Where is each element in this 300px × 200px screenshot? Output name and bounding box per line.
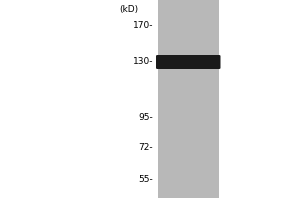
Text: 72-: 72- — [138, 144, 153, 152]
Text: (kD): (kD) — [119, 5, 138, 14]
Text: 55-: 55- — [138, 176, 153, 184]
Bar — [158, 0, 219, 198]
Text: 95-: 95- — [138, 112, 153, 121]
Text: 170-: 170- — [133, 21, 153, 29]
Text: 130-: 130- — [133, 58, 153, 66]
FancyBboxPatch shape — [156, 55, 220, 69]
